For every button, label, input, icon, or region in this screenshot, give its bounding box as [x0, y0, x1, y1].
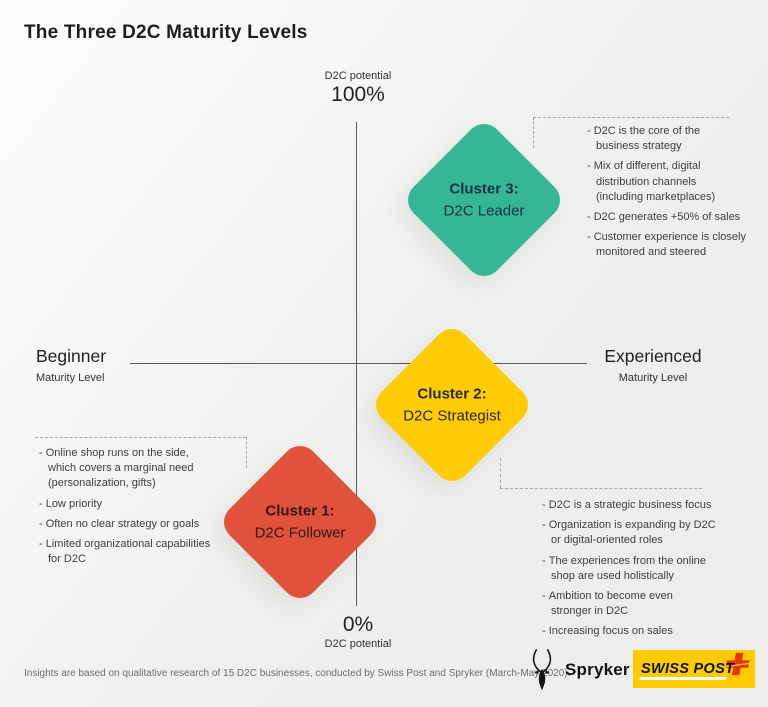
cluster2-label: Cluster 2: D2C Strategist [377, 383, 527, 427]
spryker-logo: Spryker [525, 648, 630, 692]
cluster1-connector-vertical [246, 437, 247, 468]
bullet-item: Ambition to become even stronger in D2C [542, 589, 742, 619]
y-axis-bottom-caption: D2C potential [324, 638, 392, 650]
cluster3-connector-horizontal [533, 117, 729, 118]
cluster3-connector-vertical [533, 117, 534, 148]
y-axis-top-label: D2C potential 100% [288, 70, 428, 107]
y-axis-top-value: 100% [331, 83, 385, 106]
cluster2-annotation: D2C is a strategic business focus Organi… [542, 498, 742, 644]
bullet-item: Increasing focus on sales [542, 624, 742, 639]
bullet-item: D2C is the core of the business strategy [587, 124, 747, 154]
bullet-item: Low priority [39, 497, 239, 512]
x-axis-left-subtitle: Maturity Level [36, 372, 105, 384]
spryker-gazelle-icon [532, 649, 552, 691]
cluster2-subtitle: D2C Strategist [403, 407, 501, 424]
swiss-post-streak [638, 677, 728, 680]
bullet-item: The experiences from the online shop are… [542, 554, 742, 584]
cluster1-title: Cluster 1: [265, 502, 335, 520]
cluster3-annotation: D2C is the core of the business strategy… [587, 124, 747, 265]
swiss-cross-icon [725, 652, 750, 676]
vertical-axis-line [356, 122, 357, 606]
bullet-item: D2C generates +50% of sales [587, 210, 747, 225]
swiss-post-logo-label: SWISS POST [641, 661, 735, 677]
x-axis-right-title: Experienced [604, 346, 702, 366]
cluster1-label: Cluster 1: D2C Follower [225, 500, 375, 544]
bullet-item: Organization is expanding by D2C or digi… [542, 518, 742, 548]
page-title: The Three D2C Maturity Levels [24, 22, 308, 43]
cluster3-subtitle: D2C Leader [443, 202, 525, 219]
y-axis-bottom-value: 0% [342, 613, 374, 636]
cluster1-annotation: Online shop runs on the side, which cove… [39, 446, 239, 572]
horizontal-axis-line [130, 363, 587, 364]
y-axis-bottom-label: 0% D2C potential [288, 612, 428, 650]
x-axis-left-label: Beginner Maturity Level [36, 346, 106, 384]
bullet-item: D2C is a strategic business focus [542, 498, 742, 513]
cluster2-connector-vertical [500, 458, 501, 488]
x-axis-right-label: Experienced Maturity Level [598, 346, 708, 384]
bullet-item: Online shop runs on the side, which cove… [39, 446, 239, 492]
cluster1-subtitle: D2C Follower [254, 524, 346, 541]
cluster3-label: Cluster 3: D2C Leader [409, 178, 559, 222]
bullet-item: Limited organizational capabilities for … [39, 537, 239, 567]
y-axis-top-caption: D2C potential [324, 70, 392, 82]
cluster2-connector-horizontal [500, 488, 702, 489]
source-note: Insights are based on qualitative resear… [24, 668, 571, 679]
cluster1-connector-horizontal [35, 437, 246, 438]
cluster2-title: Cluster 2: [417, 385, 487, 403]
spryker-logo-label: Spryker [565, 660, 630, 679]
bullet-item: Often no clear strategy or goals [39, 517, 239, 532]
x-axis-left-title: Beginner [36, 346, 107, 366]
x-axis-right-subtitle: Maturity Level [618, 372, 688, 384]
cluster3-title: Cluster 3: [449, 180, 519, 198]
bullet-item: Mix of different, digital distribution c… [587, 159, 747, 205]
bullet-item: Customer experience is closely monitored… [587, 230, 747, 260]
swiss-post-logo: SWISS POST [633, 650, 755, 688]
